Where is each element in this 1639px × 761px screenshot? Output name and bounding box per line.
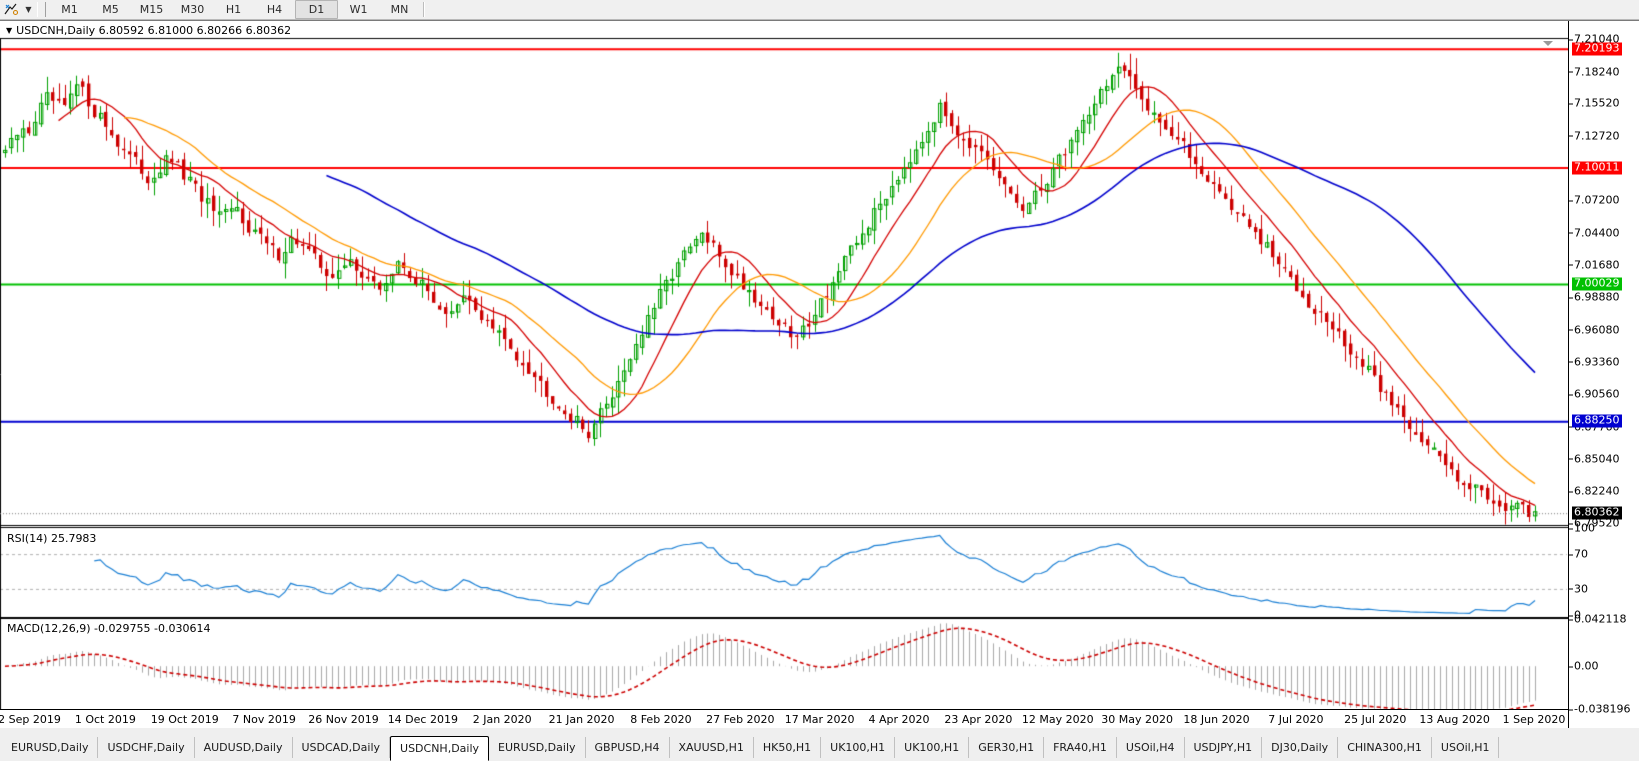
date-tick: 7 Nov 2019 (232, 713, 296, 726)
toolbar-divider (423, 2, 425, 17)
chart-tab-eurusd-daily[interactable]: EURUSD,Daily (2, 737, 99, 758)
chart-symbol-ohlc-text: USDCNH,Daily 6.80592 6.81000 6.80266 6.8… (16, 24, 292, 37)
date-tick: 19 Oct 2019 (150, 713, 219, 726)
timeframe-m5[interactable]: M5 (102, 3, 119, 16)
price-tick: 6.82240 (1569, 484, 1620, 498)
timeframe-h4[interactable]: H4 (266, 3, 283, 16)
chart-tab-uk100-h1[interactable]: UK100,H1 (895, 737, 970, 758)
chart-tab-usdcnh-daily[interactable]: USDCNH,Daily (390, 736, 490, 761)
macd-tick: 0.042118 (1569, 612, 1627, 626)
chart-tab-bar[interactable]: EURUSD,Daily USDCHF,Daily AUDUSD,Daily USDC… (0, 727, 1639, 761)
chart-tab-gbpusd-h4[interactable]: GBPUSD,H4 (586, 737, 670, 758)
rsi-tick: 0 (1569, 608, 1581, 622)
crosshair-tool-icon[interactable] (0, 0, 22, 19)
timeframe-d1[interactable]: D1 (295, 0, 338, 19)
date-tick: 4 Apr 2020 (868, 713, 930, 726)
chart-tab-fra40-h1[interactable]: FRA40,H1 (1044, 737, 1117, 758)
date-tick: 30 May 2020 (1101, 713, 1174, 726)
rsi-tick: 70 (1569, 547, 1588, 561)
chart-scroll-caret-icon[interactable] (1543, 41, 1553, 46)
macd-indicator-label: MACD(12,26,9) -0.029755 -0.030614 (5, 622, 213, 635)
date-tick: 8 Feb 2020 (630, 713, 692, 726)
date-tick: 17 Mar 2020 (784, 713, 855, 726)
price-tick: 7.07200 (1569, 193, 1620, 207)
date-tick: 25 Jul 2020 (1344, 713, 1407, 726)
timeframe-group: M1 M5 M15 M30 H1 H4 D1 W1 MN (49, 0, 420, 19)
rsi-tick: 100 (1569, 521, 1595, 535)
timeframe-h1[interactable]: H1 (225, 3, 242, 16)
toolbar-grip[interactable] (37, 2, 46, 17)
date-tick: 13 Aug 2020 (1419, 713, 1490, 726)
price-tag: 7.20193 (1572, 41, 1622, 56)
price-tick: 7.18240 (1569, 65, 1620, 79)
toolbar-dropdown-caret-icon[interactable]: ▼ (25, 5, 32, 14)
price-tick: 6.96080 (1569, 323, 1620, 337)
price-tag: 6.88250 (1572, 413, 1622, 428)
chart-tab-eurusd-daily[interactable]: EURUSD,Daily (489, 737, 586, 758)
date-tick: 12 Sep 2019 (0, 713, 61, 726)
date-tick: 26 Nov 2019 (308, 713, 379, 726)
chart-tab-xauusd-h1[interactable]: XAUUSD,H1 (670, 737, 754, 758)
chart-tab-usoil-h1[interactable]: USOil,H1 (1432, 737, 1500, 758)
timeframe-m15[interactable]: M15 (139, 3, 164, 16)
date-tick: 27 Feb 2020 (706, 713, 775, 726)
chart-frame[interactable]: ▼ USDCNH,Daily 6.80592 6.81000 6.80266 6… (0, 20, 1639, 728)
date-tick: 12 May 2020 (1021, 713, 1094, 726)
macd-tick: 0.00 (1569, 659, 1599, 673)
date-tick: 21 Jan 2020 (548, 713, 615, 726)
date-tick: 14 Dec 2019 (387, 713, 458, 726)
chart-tab-usoil-h4[interactable]: USOil,H4 (1117, 737, 1185, 758)
rsi-indicator-label: RSI(14) 25.7983 (5, 532, 99, 545)
chart-tab-usdchf-daily[interactable]: USDCHF,Daily (98, 737, 195, 758)
chart-panes[interactable] (0, 21, 1568, 728)
price-tick: 7.15520 (1569, 96, 1620, 110)
timeframe-m1[interactable]: M1 (61, 3, 78, 16)
chart-tab-china300-h1[interactable]: CHINA300,H1 (1338, 737, 1432, 758)
price-tick: 7.01680 (1569, 258, 1620, 272)
chart-menu-caret-icon[interactable]: ▼ (6, 26, 13, 35)
top-toolbar: ▼ M1 M5 M15 M30 H1 H4 D1 W1 MN (0, 0, 1639, 20)
timeframe-mn[interactable]: MN (390, 3, 409, 16)
chart-tab-audusd-daily[interactable]: AUDUSD,Daily (195, 737, 293, 758)
price-tag: 7.10011 (1572, 160, 1622, 175)
price-tick: 6.98880 (1569, 290, 1620, 304)
timeframe-m30[interactable]: M30 (180, 3, 205, 16)
chart-tab-usdjpy-h1[interactable]: USDJPY,H1 (1185, 737, 1263, 758)
chart-tab-ger30-h1[interactable]: GER30,H1 (969, 737, 1045, 758)
date-tick: 1 Oct 2019 (74, 713, 136, 726)
price-tick: 6.93360 (1569, 355, 1620, 369)
price-tag: 7.00029 (1572, 276, 1622, 291)
date-tick: 1 Sep 2020 (1502, 713, 1566, 726)
date-tick: 18 Jun 2020 (1183, 713, 1250, 726)
price-tick: 6.85040 (1569, 452, 1620, 466)
date-tick: 2 Jan 2020 (472, 713, 532, 726)
macd-tick: -0.038196 (1568, 702, 1631, 716)
chart-symbol-header: ▼ USDCNH,Daily 6.80592 6.81000 6.80266 6… (6, 24, 291, 37)
chart-tab-dj30-daily[interactable]: DJ30,Daily (1262, 737, 1339, 758)
price-tick: 6.79520 (1569, 516, 1620, 530)
price-tick: 7.04400 (1569, 226, 1620, 240)
chart-tab-hk50-h1[interactable]: HK50,H1 (754, 737, 822, 758)
date-tick: 7 Jul 2020 (1268, 713, 1324, 726)
date-tick: 23 Apr 2020 (944, 713, 1013, 726)
timeframe-w1[interactable]: W1 (349, 3, 368, 16)
price-tick: 6.90560 (1569, 387, 1620, 401)
rsi-tick: 30 (1569, 582, 1588, 596)
price-tag: 6.80362 (1572, 505, 1622, 520)
chart-tab-usdcad-daily[interactable]: USDCAD,Daily (293, 737, 391, 758)
price-tick: 7.12720 (1569, 129, 1620, 143)
date-scale[interactable]: 12 Sep 2019 1 Oct 2019 19 Oct 2019 7 Nov 20… (0, 709, 1568, 727)
price-scale[interactable]: 7.21040 7.18240 7.15520 7.12720 7.07200 7.044… (1568, 21, 1639, 728)
price-tick: 7.21040 (1569, 32, 1620, 46)
chart-tab-uk100-h1[interactable]: UK100,H1 (821, 737, 896, 758)
chart-canvas[interactable] (0, 21, 1568, 728)
